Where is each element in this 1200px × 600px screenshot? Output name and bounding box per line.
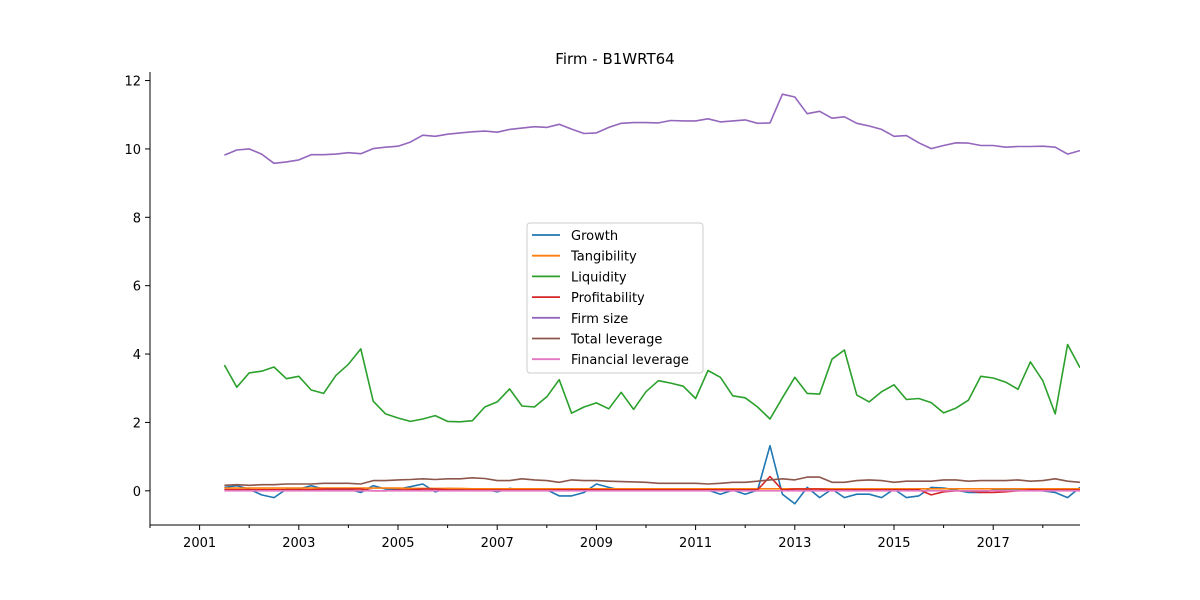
legend-label-tangibility: Tangibility xyxy=(570,250,637,265)
y-tick-label: 0 xyxy=(133,485,141,500)
series-line-total-leverage xyxy=(224,476,1080,487)
x-tick-label: 2011 xyxy=(679,536,712,551)
y-tick-label: 12 xyxy=(124,75,141,90)
chart-title: Firm - B1WRT64 xyxy=(555,50,674,68)
legend-label-firm-size: Firm size xyxy=(571,312,628,327)
y-tick-label: 4 xyxy=(133,348,141,363)
series-line-firm-size xyxy=(224,93,1080,165)
y-tick-label: 2 xyxy=(133,416,141,431)
y-tick-label: 10 xyxy=(124,143,141,158)
x-tick-label: 2005 xyxy=(381,536,414,551)
series-line-liquidity xyxy=(223,343,1080,423)
x-tick-label: 2015 xyxy=(877,536,910,551)
x-tick-label: 2013 xyxy=(778,536,811,551)
series-line-profitability xyxy=(224,475,1080,496)
y-tick-label: 6 xyxy=(133,280,141,295)
series-layer xyxy=(223,93,1080,505)
legend-label-total-leverage: Total leverage xyxy=(570,333,662,348)
axes-layer: 0 2 4 6 8 10 12 2001 2003 2005 2007 2009 2011 2013 201… xyxy=(124,72,1080,551)
x-tick-label: 2017 xyxy=(977,536,1010,551)
x-tick-label: 2007 xyxy=(481,536,514,551)
x-tick-label: 2003 xyxy=(282,536,315,551)
legend-label-financial-leverage: Financial leverage xyxy=(571,353,689,368)
legend-label-growth: Growth xyxy=(571,229,618,244)
y-tick-label: 8 xyxy=(133,211,141,226)
legend-frame xyxy=(526,222,704,374)
x-tick-label: 2001 xyxy=(183,536,216,551)
legend-label-profitability: Profitability xyxy=(571,291,645,306)
legend-label-liquidity: Liquidity xyxy=(571,270,627,285)
series-line-growth xyxy=(224,444,1080,505)
x-tick-label: 2009 xyxy=(580,536,613,551)
series-line-tangibility xyxy=(224,487,1080,490)
legend: Growth Tangibility Liquidity Profitability F… xyxy=(526,222,704,374)
